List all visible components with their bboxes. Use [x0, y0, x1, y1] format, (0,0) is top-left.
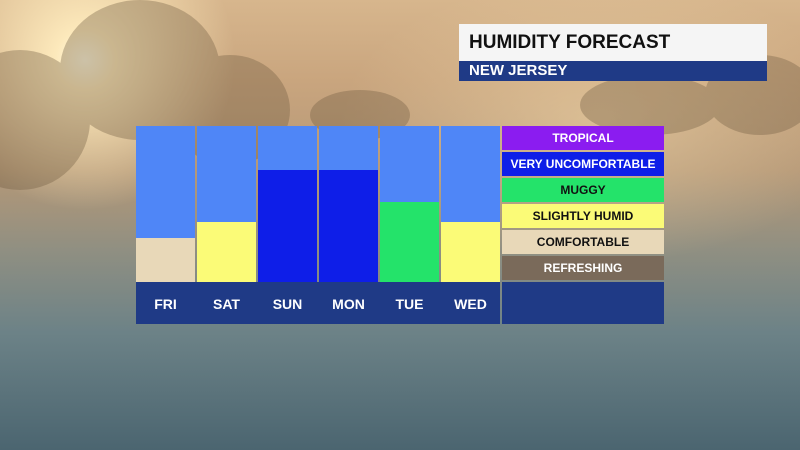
tick-label-fri: FRI: [154, 296, 177, 312]
bar-sun: [258, 170, 317, 282]
tick-label-wed: WED: [454, 296, 487, 312]
bar-sat: [197, 222, 256, 282]
tick-label-mon: MON: [332, 296, 365, 312]
humidity-legend: TROPICAL VERY UNCOMFORTABLE MUGGY SLIGHTLY …: [502, 126, 664, 282]
legend-item-very-uncomfortable: VERY UNCOMFORTABLE: [502, 152, 664, 176]
tick-label-sun: SUN: [273, 296, 303, 312]
legend-item-slightly-humid: SLIGHTLY HUMID: [502, 204, 664, 228]
chart-title: HUMIDITY FORECAST: [459, 24, 767, 61]
bar-fri: [136, 238, 195, 282]
legend-item-comfortable: COMFORTABLE: [502, 230, 664, 254]
legend-item-refreshing: REFRESHING: [502, 256, 664, 280]
legend-footer-bar: [502, 282, 664, 324]
chart-subtitle: NEW JERSEY: [459, 61, 767, 81]
bar-tue: [380, 202, 439, 282]
bar-wed: [441, 222, 500, 282]
humidity-bar-chart: FRI SAT SUN MON TUE WED: [136, 126, 500, 324]
legend-item-tropical: TROPICAL: [502, 126, 664, 150]
tick-label-sat: SAT: [213, 296, 240, 312]
tick-label-tue: TUE: [396, 296, 424, 312]
bar-mon: [319, 170, 378, 282]
legend-item-muggy: MUGGY: [502, 178, 664, 202]
x-axis-band: [136, 282, 500, 324]
